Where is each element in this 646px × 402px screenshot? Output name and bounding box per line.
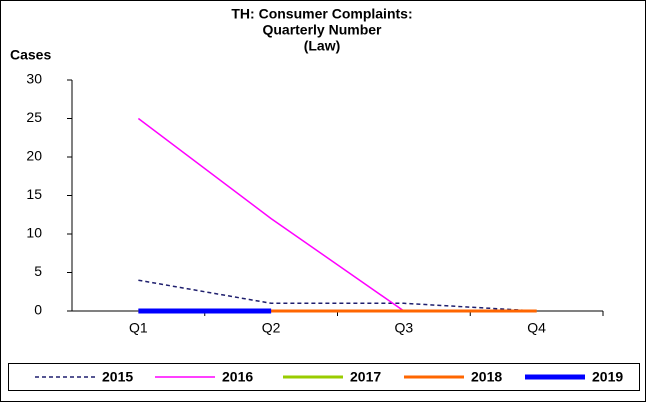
chart-title: TH: Consumer Complaints: (231, 6, 412, 22)
y-tick-label: 5 (34, 263, 42, 279)
chart-title: Quarterly Number (262, 22, 382, 38)
x-tick-label: Q3 (395, 320, 414, 336)
x-tick-label: Q2 (262, 320, 281, 336)
legend-label: 2017 (350, 369, 381, 385)
y-tick-label: 25 (26, 109, 42, 125)
legend-label: 2018 (471, 369, 502, 385)
chart-title: (Law) (304, 38, 341, 54)
y-tick-label: 10 (26, 225, 42, 241)
legend-label: 2016 (222, 369, 253, 385)
legend-label: 2015 (102, 369, 133, 385)
x-tick-label: Q1 (129, 320, 148, 336)
y-axis-label: Cases (10, 47, 51, 63)
y-tick-label: 15 (26, 186, 42, 202)
y-tick-label: 30 (26, 71, 42, 87)
y-tick-label: 0 (34, 302, 42, 318)
x-tick-label: Q4 (527, 320, 546, 336)
legend-label: 2019 (592, 369, 623, 385)
y-tick-label: 20 (26, 148, 42, 164)
